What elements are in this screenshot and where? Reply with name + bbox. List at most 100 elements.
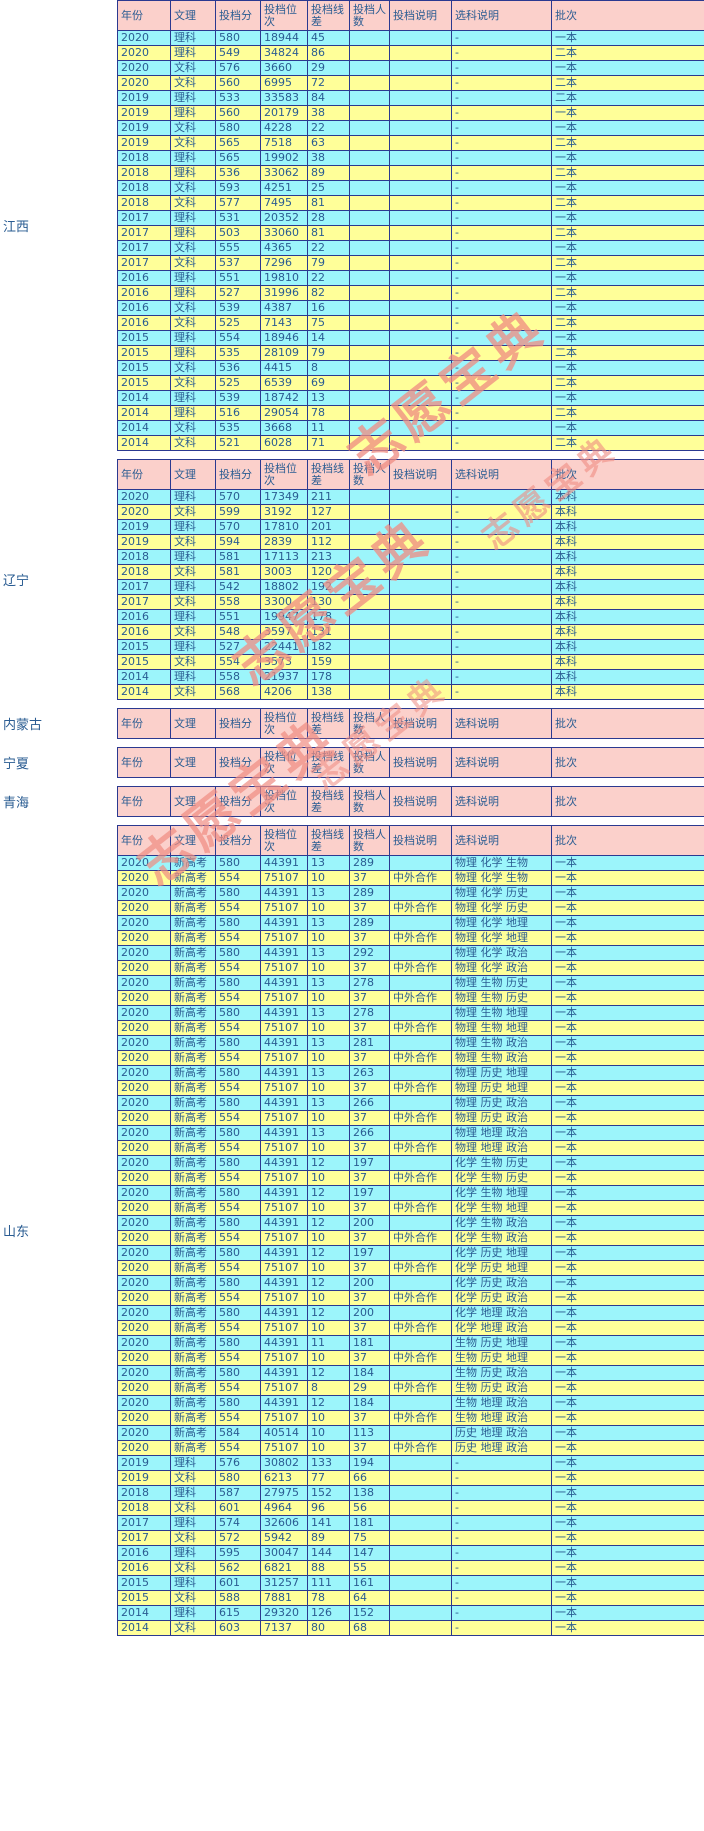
- table-cell: -: [451, 60, 552, 76]
- table-header-row: 年份 文理 投档分 投档位次 投档线差 投档人数 投档说明 选科说明 批次: [117, 0, 704, 31]
- table-cell: 554: [215, 990, 261, 1006]
- table-cell: 37: [349, 1230, 390, 1246]
- table-cell: [349, 135, 390, 151]
- table-cell: 200: [349, 1305, 390, 1321]
- table-cell: 一本: [551, 1410, 704, 1426]
- table-row: 2020 文科 560 6995 72 - 二本: [117, 75, 704, 91]
- table-cell: 584: [215, 1425, 261, 1441]
- table-cell: [349, 150, 390, 166]
- table-cell: 一本: [551, 1230, 704, 1246]
- table-cell: 75107: [260, 1260, 308, 1276]
- table-cell: 554: [215, 1050, 261, 1066]
- table-cell: 一本: [551, 1065, 704, 1081]
- table-cell: 2014: [117, 1620, 171, 1636]
- table-row: 2020 新高考 554 75107 10 37 中外合作 生物 历史 地理 一本: [117, 1350, 704, 1366]
- table-cell: 194: [349, 1455, 390, 1471]
- table-cell: 二本: [551, 225, 704, 241]
- table-cell: 一本: [551, 1515, 704, 1531]
- table-cell: 文科: [170, 1560, 216, 1576]
- table-row: 2020 新高考 580 44391 12 197 化学 历史 地理 一本: [117, 1245, 704, 1261]
- table-cell: 13: [307, 1125, 350, 1141]
- table-cell: 213: [307, 549, 350, 565]
- table-cell: 192: [307, 579, 350, 595]
- table-cell: 物理 化学 地理: [451, 930, 552, 946]
- table-header-row: 年份 文理 投档分 投档位次 投档线差 投档人数 投档说明 选科说明 批次: [117, 786, 704, 817]
- table-cell: 84: [307, 90, 350, 106]
- table-cell: 本科: [551, 549, 704, 565]
- table-cell: [389, 1215, 452, 1231]
- table-cell: [349, 240, 390, 256]
- table-cell: 37: [349, 1440, 390, 1456]
- table-cell: 542: [215, 579, 261, 595]
- table-cell: 580: [215, 1305, 261, 1321]
- column-header: 年份: [117, 747, 171, 778]
- table-row: 2020 新高考 554 75107 10 37 中外合作 物理 生物 政治 一本: [117, 1050, 704, 1066]
- table-cell: 生物 历史 地理: [451, 1350, 552, 1366]
- table-cell: [389, 225, 452, 241]
- table-cell: 3668: [260, 420, 308, 436]
- table-cell: 物理 生物 地理: [451, 1005, 552, 1021]
- table-cell: 75107: [260, 1230, 308, 1246]
- table-cell: 2018: [117, 195, 171, 211]
- table-cell: [349, 420, 390, 436]
- table-cell: [389, 180, 452, 196]
- table-cell: 7143: [260, 315, 308, 331]
- table-cell: 一本: [551, 930, 704, 946]
- table-cell: 一本: [551, 1260, 704, 1276]
- table-cell: -: [451, 300, 552, 316]
- table-cell: 4365: [260, 240, 308, 256]
- table-cell: [349, 165, 390, 181]
- table-cell: 10: [307, 1350, 350, 1366]
- table-cell: 2018: [117, 1500, 171, 1516]
- column-header: 投档说明: [389, 0, 452, 31]
- table-cell: -: [451, 594, 552, 610]
- table-cell: 38: [307, 150, 350, 166]
- table-cell: [349, 489, 390, 505]
- table-cell: 新高考: [170, 1245, 216, 1261]
- table-cell: 文科: [170, 654, 216, 670]
- table-cell: 一本: [551, 270, 704, 286]
- table-cell: 554: [215, 1440, 261, 1456]
- table-row: 2017 理科 542 18802 192 - 本科: [117, 579, 704, 595]
- table-cell: 18946: [260, 330, 308, 346]
- table-cell: 一本: [551, 240, 704, 256]
- table-row: 2018 文科 577 7495 81 - 二本: [117, 195, 704, 211]
- table-cell: 新高考: [170, 1260, 216, 1276]
- table-cell: 554: [215, 900, 261, 916]
- column-header: 投档说明: [389, 747, 452, 778]
- table-cell: 554: [215, 1380, 261, 1396]
- table-cell: 3597: [260, 624, 308, 640]
- table-cell: 一本: [551, 105, 704, 121]
- table-cell: [349, 360, 390, 376]
- table-row: 2020 新高考 554 75107 10 37 中外合作 历史 地理 政治 一本: [117, 1440, 704, 1456]
- table-cell: [389, 435, 452, 451]
- table-row: 2020 新高考 580 44391 12 200 化学 历史 政治 一本: [117, 1275, 704, 1291]
- table-cell: 2020: [117, 1125, 171, 1141]
- table-cell: 2020: [117, 1320, 171, 1336]
- column-header: 投档人数: [349, 459, 390, 490]
- table-cell: 中外合作: [389, 1440, 452, 1456]
- table-cell: 527: [215, 639, 261, 655]
- column-header: 投档人数: [349, 825, 390, 856]
- table-cell: 263: [349, 1065, 390, 1081]
- table-cell: 一本: [551, 1110, 704, 1126]
- table-cell: [349, 609, 390, 625]
- table-cell: 7518: [260, 135, 308, 151]
- table-cell: -: [451, 210, 552, 226]
- table-cell: 45: [307, 30, 350, 46]
- table-cell: -: [451, 1455, 552, 1471]
- table-cell: 111: [307, 1575, 350, 1591]
- table-cell: [389, 75, 452, 91]
- table-cell: 理科: [170, 330, 216, 346]
- table-cell: 29: [349, 1380, 390, 1396]
- table-cell: 55: [349, 1560, 390, 1576]
- table-cell: 2020: [117, 870, 171, 886]
- table-cell: 10: [307, 1230, 350, 1246]
- table-cell: 182: [307, 639, 350, 655]
- table-cell: 18944: [260, 30, 308, 46]
- column-header: 投档人数: [349, 786, 390, 817]
- table-cell: 文科: [170, 1590, 216, 1606]
- table-cell: 11: [307, 420, 350, 436]
- table-cell: [389, 1185, 452, 1201]
- table-cell: 10: [307, 1425, 350, 1441]
